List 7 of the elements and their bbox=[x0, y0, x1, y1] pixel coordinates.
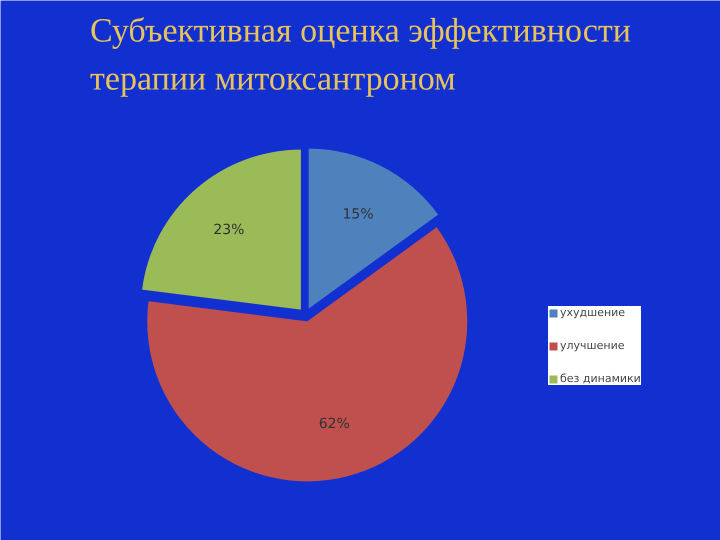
legend-label: без динамики bbox=[560, 372, 641, 385]
data-label: 15% bbox=[342, 206, 374, 222]
data-label: 62% bbox=[318, 416, 350, 432]
legend-label: улучшение bbox=[560, 339, 626, 352]
legend-label: ухудшение bbox=[560, 306, 626, 319]
chart-title: Субъективная оценка эффективности терапии митоксантроном bbox=[90, 12, 631, 98]
data-label: 23% bbox=[213, 222, 244, 238]
